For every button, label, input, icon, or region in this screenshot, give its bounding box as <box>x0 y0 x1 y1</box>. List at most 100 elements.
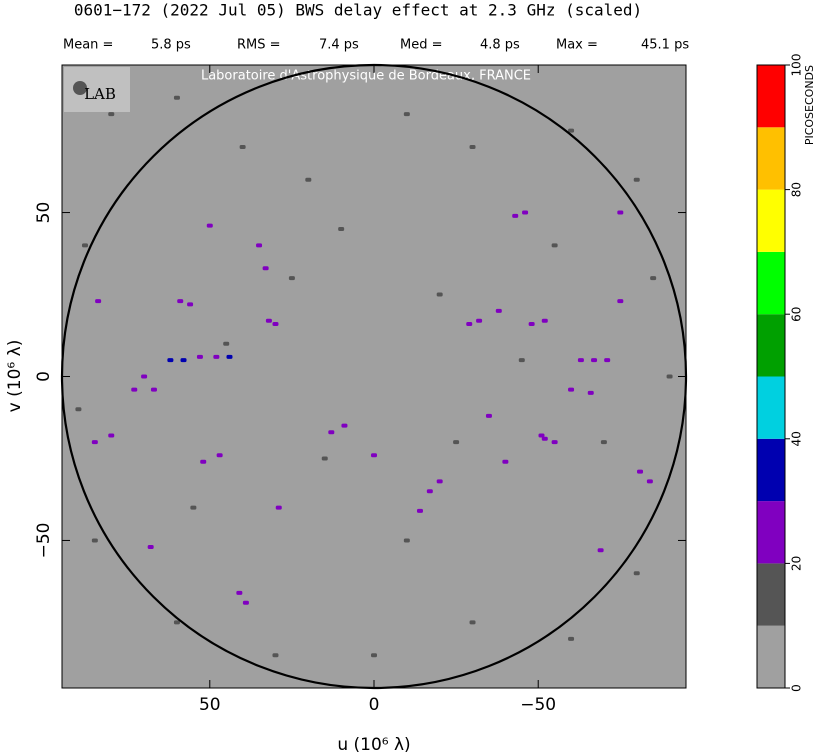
y-axis-label: v (10⁶ λ) <box>5 340 25 413</box>
uv-point <box>416 508 423 513</box>
uv-point <box>213 354 220 359</box>
x-axis-label: u (10⁶ λ) <box>337 735 410 755</box>
uv-point <box>466 322 473 327</box>
uv-point <box>288 276 295 281</box>
uv-point <box>469 620 476 625</box>
uv-point <box>604 358 611 363</box>
uv-point <box>131 387 138 392</box>
stat-value: 45.1 ps <box>641 38 689 53</box>
x-tick-label: 0 <box>369 695 380 715</box>
stat-value: 7.4 ps <box>319 38 359 53</box>
uv-point <box>476 318 483 323</box>
y-tick-label: 0 <box>34 371 54 382</box>
uv-point <box>75 407 82 412</box>
uv-point <box>180 358 187 363</box>
uv-point <box>436 479 443 484</box>
uv-point <box>150 387 157 392</box>
stat-value: 4.8 ps <box>480 38 520 53</box>
uv-point <box>187 302 194 307</box>
uv-point <box>216 453 223 458</box>
uv-point <box>262 266 269 271</box>
colorbar-frame <box>756 64 786 689</box>
uv-point <box>568 387 575 392</box>
colorbar-segment <box>757 376 785 439</box>
uv-point <box>633 571 640 576</box>
uv-point <box>568 636 575 641</box>
x-tick-label: −50 <box>520 695 556 715</box>
stat-label: Mean = <box>63 38 113 53</box>
uv-point <box>108 433 115 438</box>
colorbar-segment <box>757 625 785 688</box>
y-tick-label: 50 <box>34 202 54 224</box>
watermark: Laboratoire d'Astrophysique de Bordeaux,… <box>201 69 531 84</box>
uv-point <box>551 440 558 445</box>
uv-point <box>485 413 492 418</box>
colorbar-tick-label: 20 <box>790 556 804 571</box>
uv-point <box>600 440 607 445</box>
uv-point <box>403 538 410 543</box>
uv-point <box>617 210 624 215</box>
uv-point <box>272 653 279 658</box>
chart-title: 0601−172 (2022 Jul 05) BWS delay effect … <box>74 1 642 20</box>
uv-point <box>223 341 230 346</box>
uv-point <box>147 545 154 550</box>
colorbar-segment <box>757 501 785 564</box>
uv-point <box>403 112 410 117</box>
uv-point <box>650 276 657 281</box>
uv-point <box>206 223 213 228</box>
uv-point <box>265 318 272 323</box>
uv-point <box>551 243 558 248</box>
uv-point <box>91 538 98 543</box>
uv-point <box>522 210 529 215</box>
uv-point <box>371 453 377 458</box>
uv-point <box>190 505 197 510</box>
colorbar-tick-label: 40 <box>790 431 804 446</box>
uv-point <box>226 354 233 359</box>
uv-point <box>436 292 443 297</box>
uv-point <box>528 322 535 327</box>
uv-point <box>177 299 184 304</box>
uv-point <box>236 590 243 595</box>
uv-point <box>338 226 345 231</box>
uv-point <box>469 144 476 149</box>
uv-point <box>646 479 653 484</box>
uv-point <box>617 299 624 304</box>
uv-point <box>538 433 545 438</box>
uv-point <box>666 374 673 379</box>
uv-point <box>239 144 246 149</box>
uv-point <box>321 456 328 461</box>
uv-point <box>91 440 98 445</box>
plot-background <box>62 65 686 688</box>
uv-point <box>577 358 584 363</box>
uv-point <box>512 213 519 218</box>
colorbar-segment <box>757 189 785 252</box>
colorbar-segment <box>757 314 785 377</box>
colorbar-segment <box>757 438 785 502</box>
colorbar-segment <box>757 251 785 315</box>
uv-point <box>305 177 312 182</box>
logo: LAB <box>84 85 116 103</box>
uv-point <box>167 358 174 363</box>
uv-point <box>81 243 88 248</box>
stat-label: Med = <box>400 38 443 53</box>
uv-point <box>453 440 460 445</box>
uv-point <box>196 354 203 359</box>
colorbar-tick-label: 60 <box>790 307 804 322</box>
y-tick-label: −50 <box>34 523 54 559</box>
uv-point <box>256 243 263 248</box>
uv-point <box>597 548 604 553</box>
uv-point <box>275 505 282 510</box>
uv-point <box>587 390 594 395</box>
uv-point <box>426 489 433 494</box>
uv-point <box>328 430 335 435</box>
uv-point <box>141 374 148 379</box>
uv-point <box>173 95 180 100</box>
colorbar-segment <box>757 563 785 626</box>
logo-mark <box>73 81 87 95</box>
uv-point <box>242 600 249 605</box>
uv-point <box>371 653 377 658</box>
colorbar-label: PICOSECONDS <box>803 65 815 145</box>
uv-point <box>518 358 525 363</box>
uv-point <box>502 459 509 464</box>
